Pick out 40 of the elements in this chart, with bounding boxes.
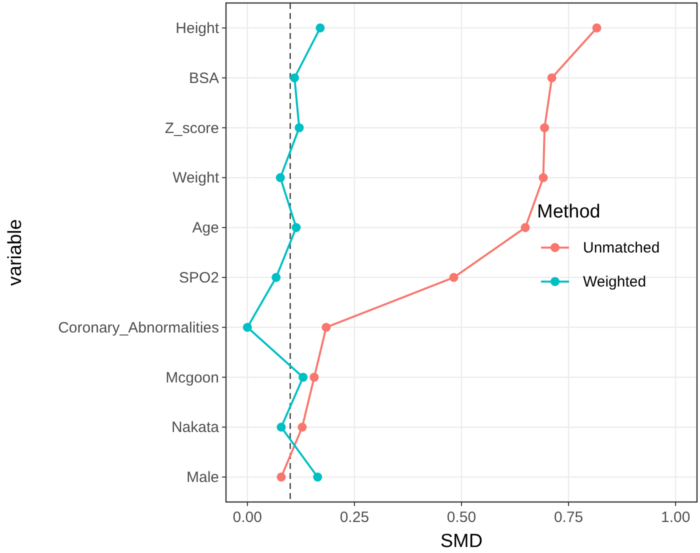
x-tick-label: 1.00: [660, 509, 690, 526]
point: [547, 73, 556, 82]
point: [292, 223, 301, 232]
y-tick-label: Height: [176, 20, 220, 37]
point: [322, 322, 331, 332]
y-tick-label: Z_score: [164, 120, 219, 137]
legend-title: Method: [537, 202, 600, 223]
y-axis-title: variable: [5, 219, 26, 286]
y-tick-label: Age: [192, 220, 219, 237]
y-tick-label: BSA: [188, 70, 219, 87]
point: [290, 73, 300, 82]
y-tick-label: Coronary_Abnormalities: [58, 319, 219, 336]
x-tick-label: 0.00: [232, 509, 262, 526]
point: [276, 173, 285, 182]
legend-label: Unmatched: [583, 240, 660, 257]
point: [316, 23, 325, 32]
point: [520, 223, 530, 232]
point: [242, 322, 252, 332]
x-tick-label: 0.75: [554, 509, 584, 526]
point: [540, 123, 550, 132]
point: [298, 372, 308, 382]
point: [313, 472, 322, 482]
point: [449, 272, 458, 282]
y-tick-label: Weight: [172, 170, 220, 187]
y-tick-label: Nakata: [171, 419, 220, 436]
point: [538, 173, 548, 182]
y-tick-label: Mcgoon: [166, 369, 219, 386]
point: [276, 472, 286, 482]
point: [298, 422, 307, 432]
point: [310, 372, 319, 382]
legend-label: Weighted: [583, 274, 646, 291]
point: [276, 422, 286, 432]
x-tick-label: 0.25: [340, 509, 370, 526]
point: [592, 23, 602, 32]
y-tick-label: SPO2: [178, 269, 219, 286]
y-tick-label: Male: [186, 469, 219, 486]
point: [272, 272, 281, 282]
x-axis-title: SMD: [440, 531, 483, 552]
point: [294, 123, 304, 132]
x-tick-label: 0.50: [446, 509, 476, 526]
